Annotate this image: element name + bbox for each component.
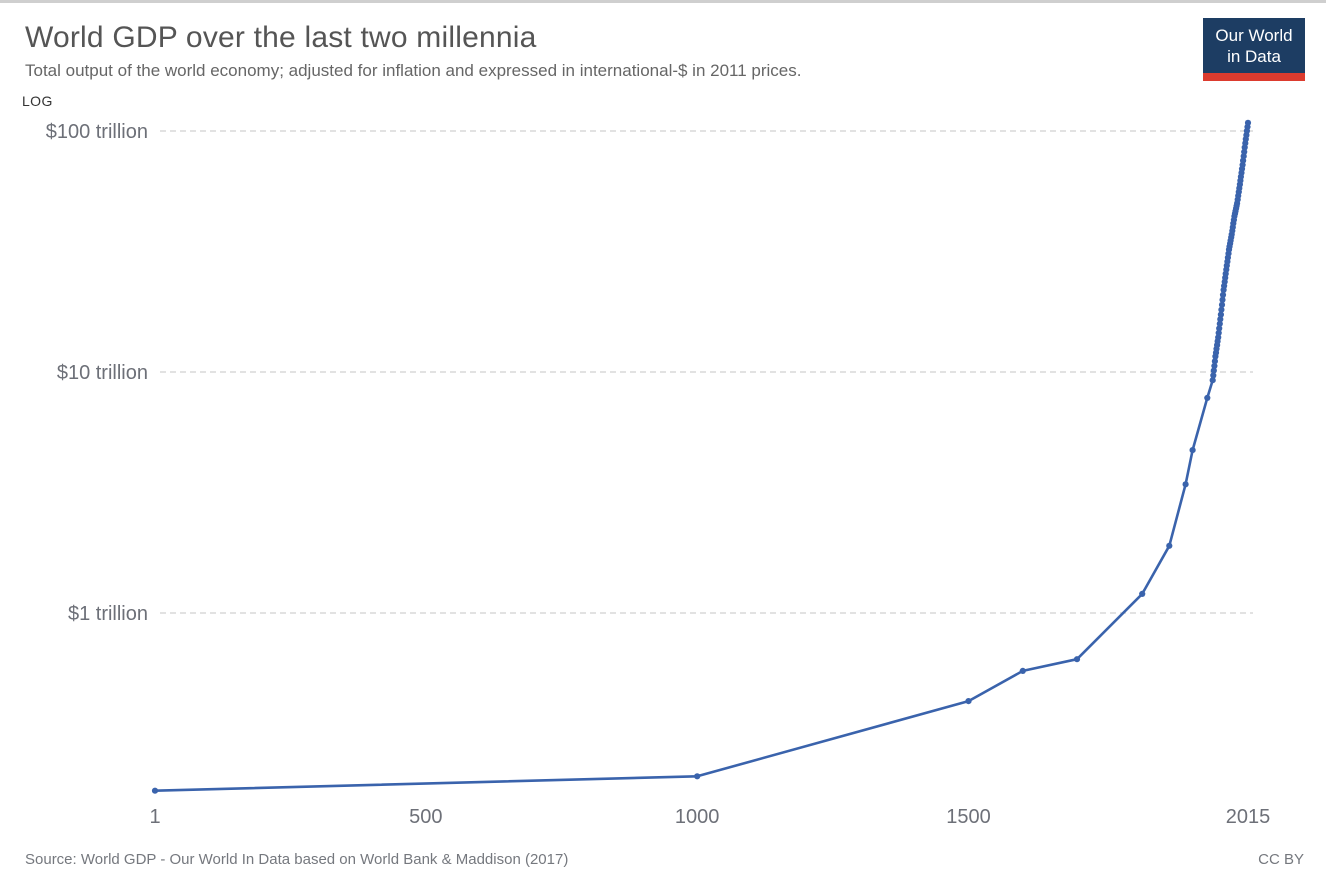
gdp-data-point[interactable]: [1210, 367, 1217, 374]
y-axis-tick-label: $100 trillion: [46, 121, 148, 143]
owid-logo-line2: in Data: [1227, 46, 1281, 66]
gdp-series-line[interactable]: [153, 121, 1250, 793]
gdp-data-point[interactable]: [1216, 325, 1223, 332]
gdp-data-point[interactable]: [1019, 667, 1026, 675]
gdp-data-point[interactable]: [1215, 334, 1222, 341]
gdp-data-point[interactable]: [1209, 377, 1216, 384]
chart-title: World GDP over the last two millennia: [25, 21, 537, 54]
gdp-data-point[interactable]: [1215, 329, 1222, 337]
gdp-data-point[interactable]: [1219, 291, 1227, 298]
log-scale-toggle[interactable]: LOG: [22, 93, 53, 109]
x-axis-tick-label: 2015: [1226, 806, 1271, 828]
gdp-data-point[interactable]: [1166, 542, 1173, 549]
gdp-data-point[interactable]: [1244, 119, 1252, 126]
source-note: Source: World GDP - Our World In Data ba…: [25, 851, 569, 868]
chart-subtitle: Total output of the world economy; adjus…: [25, 61, 802, 80]
gdp-data-point[interactable]: [151, 787, 159, 794]
x-axis-tick-label: 1: [149, 806, 160, 828]
gdp-data-point[interactable]: [1211, 362, 1218, 369]
gdp-data-point[interactable]: [1210, 372, 1217, 379]
owid-logo[interactable]: Our World in Data: [1203, 18, 1305, 81]
gdp-data-point[interactable]: [1182, 481, 1189, 488]
chart-footer: Source: World GDP - Our World In Data ba…: [25, 851, 1304, 868]
license-badge[interactable]: CC BY: [1258, 851, 1304, 868]
x-axis-tick-label: 500: [409, 806, 442, 828]
x-axis-tick-label: 1500: [946, 806, 991, 828]
gdp-data-point[interactable]: [1139, 590, 1146, 598]
gdp-data-point[interactable]: [1073, 656, 1081, 663]
gdp-data-point[interactable]: [965, 698, 972, 705]
gdp-data-point[interactable]: [1204, 394, 1211, 401]
gdp-data-point[interactable]: [1216, 320, 1223, 327]
gdp-data-point[interactable]: [1217, 311, 1224, 318]
gdp-data-point[interactable]: [1218, 301, 1226, 308]
gdp-data-point[interactable]: [1218, 306, 1225, 313]
gdp-data-point[interactable]: [1217, 316, 1224, 323]
y-axis-tick-label: $1 trillion: [68, 603, 148, 625]
gdp-data-point[interactable]: [694, 773, 701, 780]
gdp-data-point[interactable]: [1219, 296, 1226, 303]
gdp-data-point[interactable]: [1211, 358, 1218, 365]
gdp-data-point[interactable]: [1189, 447, 1196, 454]
owid-logo-line1: Our World: [1215, 25, 1293, 45]
x-axis-tick-label: 1000: [675, 806, 720, 828]
y-axis-tick-label: $10 trillion: [57, 362, 148, 384]
